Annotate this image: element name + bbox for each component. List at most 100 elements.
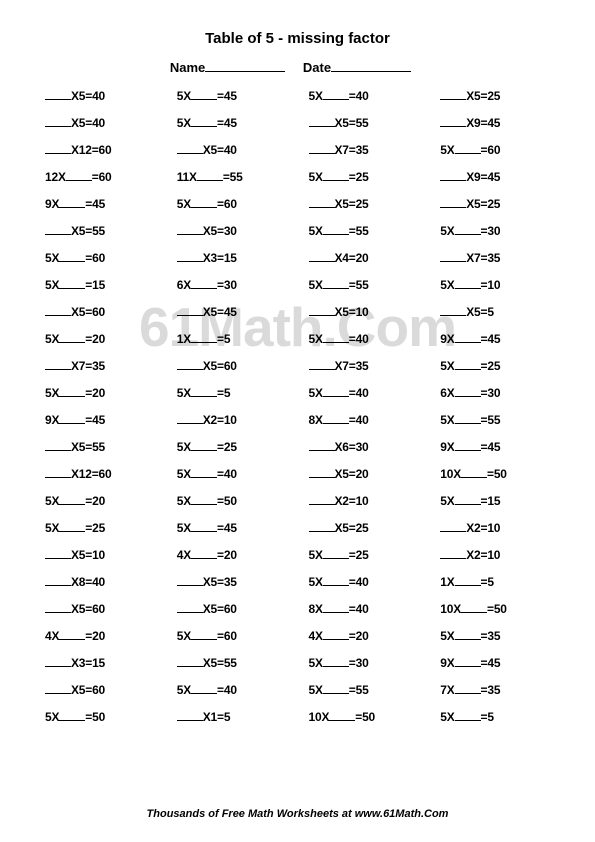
problem-cell: 5X=55 (440, 413, 550, 427)
answer-blank[interactable] (45, 602, 71, 613)
answer-blank[interactable] (323, 170, 349, 181)
answer-blank[interactable] (191, 197, 217, 208)
answer-blank[interactable] (309, 143, 335, 154)
answer-blank[interactable] (177, 575, 203, 586)
answer-blank[interactable] (177, 359, 203, 370)
answer-blank[interactable] (323, 332, 349, 343)
answer-blank[interactable] (177, 305, 203, 316)
answer-blank[interactable] (455, 413, 481, 424)
answer-blank[interactable] (440, 548, 466, 559)
answer-blank[interactable] (59, 278, 85, 289)
answer-blank[interactable] (440, 116, 466, 127)
answer-blank[interactable] (461, 467, 487, 478)
name-blank[interactable] (205, 59, 285, 72)
answer-blank[interactable] (45, 440, 71, 451)
answer-blank[interactable] (59, 332, 85, 343)
answer-blank[interactable] (177, 143, 203, 154)
answer-blank[interactable] (455, 656, 481, 667)
answer-blank[interactable] (191, 467, 217, 478)
answer-blank[interactable] (455, 683, 481, 694)
answer-blank[interactable] (323, 602, 349, 613)
answer-blank[interactable] (455, 332, 481, 343)
answer-blank[interactable] (323, 386, 349, 397)
answer-blank[interactable] (177, 224, 203, 235)
answer-blank[interactable] (309, 494, 335, 505)
answer-blank[interactable] (440, 89, 466, 100)
answer-blank[interactable] (45, 656, 71, 667)
answer-blank[interactable] (45, 305, 71, 316)
answer-blank[interactable] (191, 278, 217, 289)
answer-blank[interactable] (45, 116, 71, 127)
answer-blank[interactable] (323, 413, 349, 424)
answer-blank[interactable] (177, 710, 203, 721)
answer-blank[interactable] (66, 170, 92, 181)
answer-blank[interactable] (45, 575, 71, 586)
answer-blank[interactable] (455, 710, 481, 721)
answer-blank[interactable] (59, 197, 85, 208)
answer-blank[interactable] (59, 413, 85, 424)
answer-blank[interactable] (45, 143, 71, 154)
answer-blank[interactable] (191, 521, 217, 532)
answer-blank[interactable] (455, 359, 481, 370)
answer-blank[interactable] (455, 440, 481, 451)
answer-blank[interactable] (323, 278, 349, 289)
answer-blank[interactable] (455, 386, 481, 397)
answer-blank[interactable] (323, 683, 349, 694)
answer-blank[interactable] (59, 251, 85, 262)
answer-blank[interactable] (191, 440, 217, 451)
answer-blank[interactable] (191, 89, 217, 100)
answer-blank[interactable] (45, 224, 71, 235)
answer-blank[interactable] (323, 656, 349, 667)
answer-blank[interactable] (455, 494, 481, 505)
answer-blank[interactable] (309, 305, 335, 316)
answer-blank[interactable] (45, 359, 71, 370)
answer-blank[interactable] (309, 251, 335, 262)
answer-blank[interactable] (455, 629, 481, 640)
answer-blank[interactable] (323, 89, 349, 100)
answer-blank[interactable] (177, 251, 203, 262)
answer-blank[interactable] (455, 224, 481, 235)
answer-blank[interactable] (309, 116, 335, 127)
answer-blank[interactable] (59, 494, 85, 505)
answer-blank[interactable] (45, 683, 71, 694)
answer-blank[interactable] (323, 224, 349, 235)
answer-blank[interactable] (455, 575, 481, 586)
problem-cell: X6=30 (309, 440, 419, 454)
answer-blank[interactable] (440, 521, 466, 532)
answer-blank[interactable] (309, 197, 335, 208)
answer-blank[interactable] (323, 575, 349, 586)
answer-blank[interactable] (197, 170, 223, 181)
answer-blank[interactable] (191, 332, 217, 343)
answer-blank[interactable] (45, 89, 71, 100)
answer-blank[interactable] (323, 629, 349, 640)
answer-blank[interactable] (309, 440, 335, 451)
answer-blank[interactable] (461, 602, 487, 613)
date-blank[interactable] (331, 59, 411, 72)
answer-blank[interactable] (59, 521, 85, 532)
answer-blank[interactable] (59, 386, 85, 397)
answer-blank[interactable] (177, 602, 203, 613)
answer-blank[interactable] (45, 467, 71, 478)
answer-blank[interactable] (309, 521, 335, 532)
answer-blank[interactable] (440, 251, 466, 262)
answer-blank[interactable] (191, 629, 217, 640)
answer-blank[interactable] (59, 710, 85, 721)
answer-blank[interactable] (440, 170, 466, 181)
answer-blank[interactable] (440, 197, 466, 208)
answer-blank[interactable] (323, 548, 349, 559)
answer-blank[interactable] (45, 548, 71, 559)
answer-blank[interactable] (59, 629, 85, 640)
answer-blank[interactable] (191, 548, 217, 559)
answer-blank[interactable] (455, 278, 481, 289)
answer-blank[interactable] (309, 467, 335, 478)
answer-blank[interactable] (191, 386, 217, 397)
answer-blank[interactable] (191, 116, 217, 127)
answer-blank[interactable] (191, 494, 217, 505)
answer-blank[interactable] (455, 143, 481, 154)
answer-blank[interactable] (309, 359, 335, 370)
answer-blank[interactable] (440, 305, 466, 316)
answer-blank[interactable] (329, 710, 355, 721)
answer-blank[interactable] (177, 413, 203, 424)
answer-blank[interactable] (191, 683, 217, 694)
answer-blank[interactable] (177, 656, 203, 667)
